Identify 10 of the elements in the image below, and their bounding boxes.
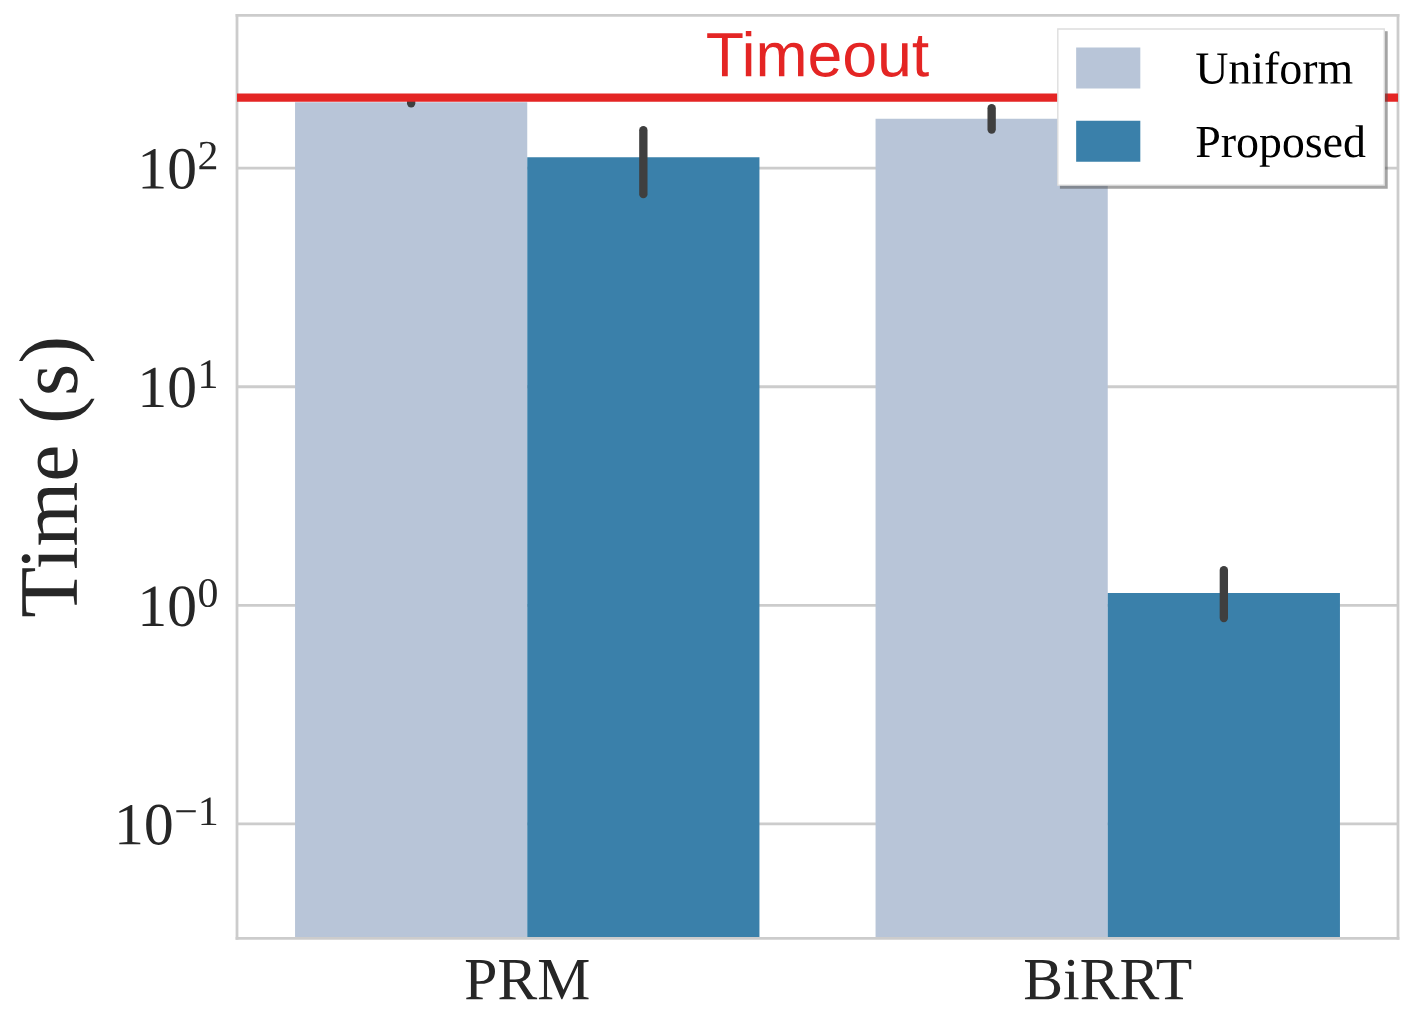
x-tick-label: PRM [465, 960, 589, 1000]
y-tick-label: 10$^{1}$ [142, 360, 216, 408]
y-tick-label: 10$^{−1}$ [119, 797, 217, 845]
ref-line-label: Timeout [707, 31, 929, 77]
y-axis-title: Time (s) [19, 339, 95, 617]
y-tick-label: 10$^{2}$ [142, 141, 217, 190]
legend-label: Uniform [1196, 51, 1353, 85]
legend-label: Proposed [1196, 125, 1366, 167]
x-tick-label: BiRRT [1024, 959, 1192, 1000]
y-tick-label: 10$^{0}$ [142, 578, 217, 627]
